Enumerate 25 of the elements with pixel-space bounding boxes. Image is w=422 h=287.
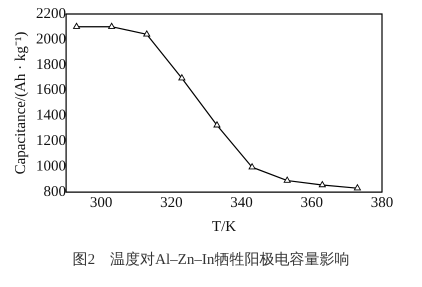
point <box>143 30 150 37</box>
y-tick-label: 1800 <box>36 56 66 73</box>
y-tick-label: 1000 <box>36 158 66 175</box>
point <box>213 121 220 128</box>
point <box>248 163 256 170</box>
point <box>178 74 186 80</box>
y-tick-label: 2200 <box>36 6 66 22</box>
x-tick-label: 360 <box>300 194 324 211</box>
point <box>108 22 116 29</box>
x-tick-label: 320 <box>160 194 183 211</box>
y-tick-label: 2000 <box>36 31 66 48</box>
y-tick-label: 800 <box>44 184 66 200</box>
x-axis-title: T/K <box>212 218 236 235</box>
y-tick-label: 1400 <box>36 108 66 124</box>
y-tick-label: 1200 <box>36 133 66 150</box>
y-tick-label: 1600 <box>36 82 66 98</box>
point <box>73 22 80 29</box>
x-tick-label: 380 <box>370 194 394 211</box>
y-axis-title: Capacitance/(Ah · kg⁻¹) <box>12 32 29 174</box>
text: 图2 温度对Al–Zn–In牺牲阳极电容量影响 <box>72 250 350 269</box>
point <box>284 176 291 183</box>
x-tick-label: 300 <box>90 194 112 211</box>
x-tick-label: 340 <box>230 194 253 211</box>
point <box>354 184 361 190</box>
point <box>318 181 326 188</box>
